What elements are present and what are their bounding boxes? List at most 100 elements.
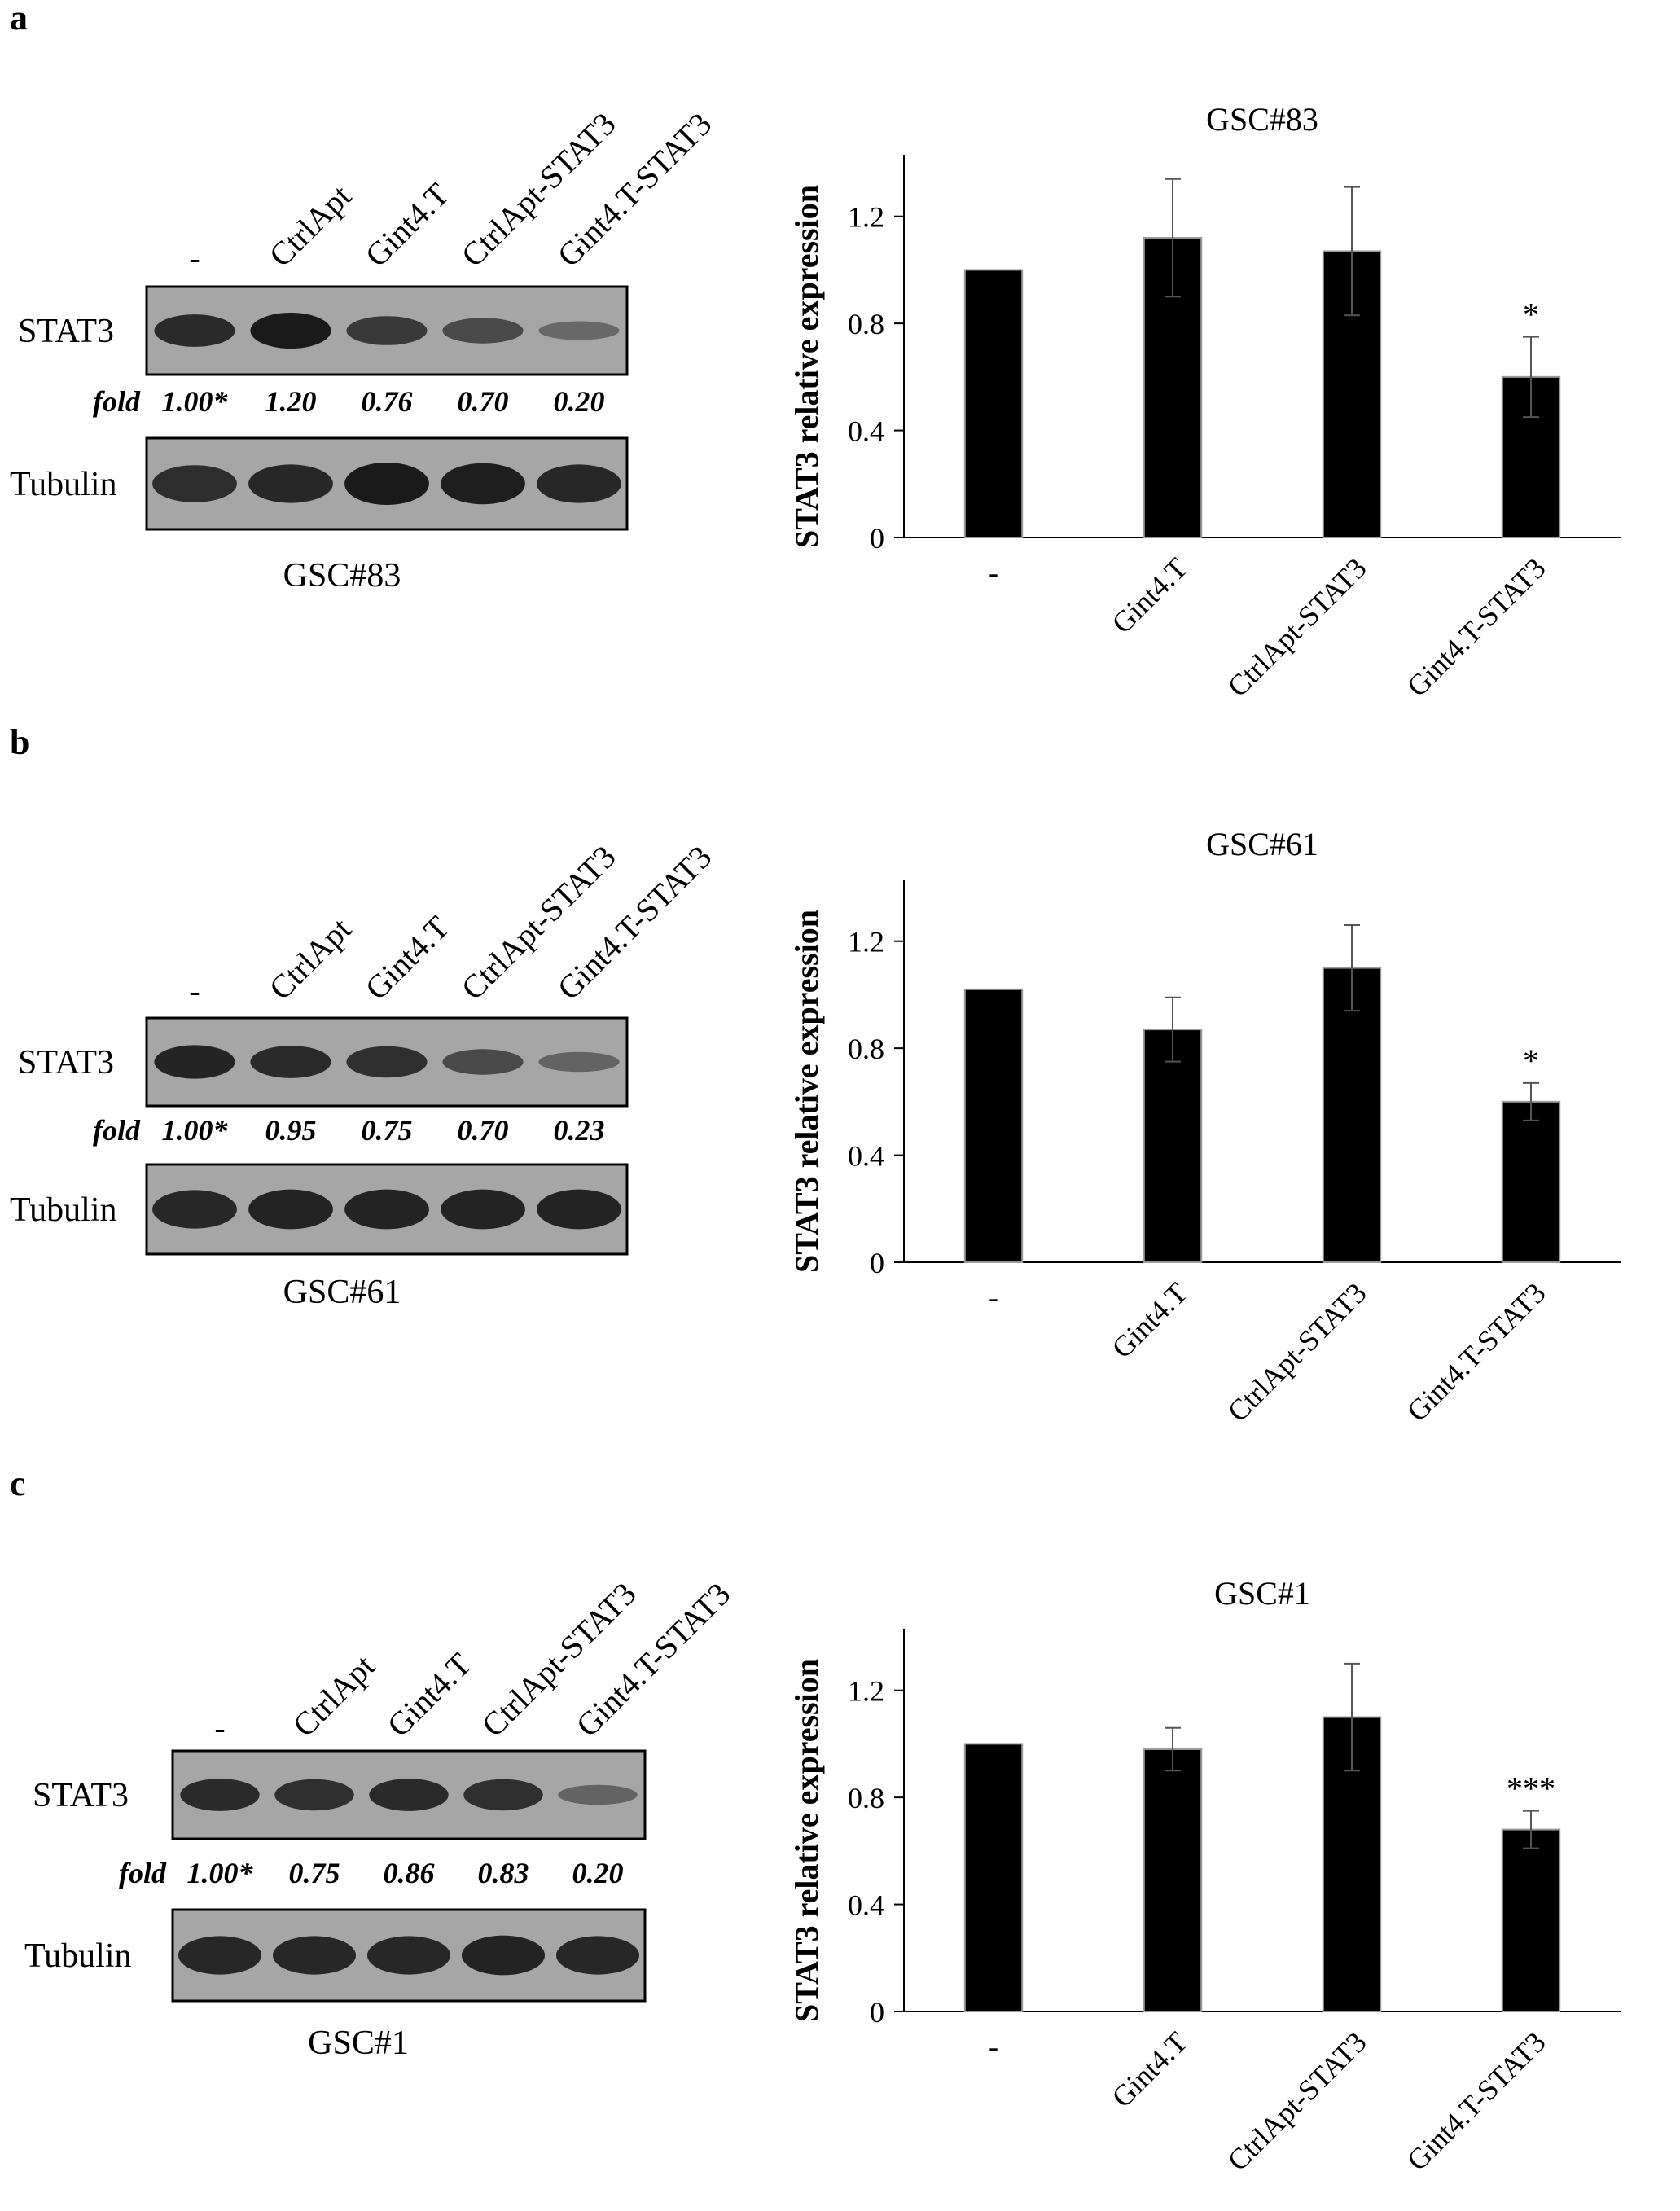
- fold-value: 0.75: [289, 1857, 340, 1889]
- fold-value: 0.86: [384, 1857, 435, 1889]
- stat3-band: [558, 1784, 638, 1805]
- tubulin-band: [537, 1189, 621, 1230]
- y-tick-label: 1.2: [848, 1675, 884, 1708]
- fold-value: 1.20: [265, 385, 317, 418]
- x-tick-label: Gint4.T: [1105, 2025, 1193, 2113]
- stat3-band: [346, 316, 428, 345]
- lane-label: Gint4.T: [358, 909, 457, 1007]
- y-tick-label: 0: [870, 1996, 884, 2029]
- tubulin-band: [555, 1936, 640, 1975]
- lane-label: Gint4.T: [380, 1646, 479, 1744]
- y-tick-label: 0.4: [848, 1889, 884, 1922]
- fold-value: 1.00*: [162, 385, 229, 418]
- panel-a: a - CtrlApt Gint4.T CtrlApt-STAT3 Gint4.T-STA…: [0, 0, 1680, 733]
- stat3-band: [442, 318, 524, 344]
- y-tick-label: 0.8: [848, 1782, 884, 1814]
- tubulin-band: [248, 1189, 333, 1230]
- chart-title: GSC#83: [1206, 101, 1318, 138]
- panel-letter: c: [10, 1463, 26, 1503]
- stat3-row-label: STAT3: [18, 313, 114, 350]
- x-tick-label: -: [989, 1281, 998, 1314]
- panel-b: b - CtrlApt Gint4.T CtrlApt-STAT3 Gint4.T-STA…: [0, 725, 1680, 1458]
- tubulin-band: [272, 1936, 357, 1975]
- y-axis-label: STAT3 relative expression: [788, 185, 825, 548]
- stat3-band: [154, 314, 235, 347]
- stat3-band: [538, 321, 620, 340]
- stat3-band: [538, 1051, 620, 1073]
- stat3-band: [180, 1779, 260, 1811]
- lane-label: -: [189, 239, 200, 276]
- fold-value: 0.20: [554, 385, 605, 418]
- fold-label: fold: [119, 1857, 167, 1889]
- x-tick-label: Gint4.T: [1105, 1276, 1193, 1364]
- stat3-band: [250, 313, 331, 349]
- y-axis-label: STAT3 relative expression: [788, 910, 825, 1273]
- tubulin-band: [366, 1936, 451, 1975]
- significance-marker: *: [1523, 296, 1539, 333]
- tubulin-band: [248, 464, 333, 503]
- tubulin-band: [537, 464, 621, 503]
- tubulin-band: [178, 1936, 262, 1975]
- lane-label: Gint4.T: [358, 176, 457, 274]
- bar: [963, 1743, 1024, 2013]
- fold-value: 1.00*: [162, 1114, 229, 1147]
- significance-marker: ***: [1507, 1770, 1555, 1807]
- x-tick-label: -: [989, 556, 998, 589]
- fold-value: 1.00*: [187, 1857, 254, 1889]
- lane-label: CtrlApt: [286, 1647, 382, 1744]
- bar: [963, 269, 1024, 539]
- fold-label: fold: [93, 1114, 141, 1147]
- x-tick-label: Gint4.T-STAT3: [1401, 2025, 1552, 2177]
- fold-value: 0.76: [362, 385, 413, 418]
- y-tick-label: 0: [870, 522, 884, 555]
- fold-label: fold: [93, 385, 141, 418]
- bar: [1322, 967, 1382, 1263]
- x-tick-label: CtrlApt-STAT3: [1222, 2025, 1373, 2177]
- y-tick-label: 0.4: [848, 415, 884, 448]
- x-tick-label: CtrlApt-STAT3: [1222, 1276, 1373, 1428]
- fold-value: 0.70: [458, 1114, 509, 1147]
- x-tick-label: Gint4.T: [1105, 551, 1193, 639]
- bar: [963, 988, 1024, 1263]
- stat3-row-label: STAT3: [18, 1044, 114, 1081]
- fold-value: 0.23: [554, 1114, 605, 1147]
- tubulin-band: [344, 1189, 429, 1230]
- x-tick-label: Gint4.T-STAT3: [1401, 1276, 1552, 1428]
- y-tick-label: 0.4: [848, 1140, 884, 1173]
- x-tick-label: Gint4.T-STAT3: [1401, 551, 1552, 703]
- tubulin-row-label: Tubulin: [10, 1191, 117, 1229]
- lane-label: CtrlApt: [262, 910, 358, 1007]
- stat3-band: [346, 1046, 428, 1078]
- stat3-row-label: STAT3: [33, 1777, 129, 1814]
- panel-letter: b: [10, 722, 30, 762]
- bar-chart: GSC#83 STAT3 relative expression 0 0.4 0.8 1.…: [788, 101, 1621, 703]
- tubulin-band: [344, 463, 429, 505]
- tubulin-band: [441, 463, 525, 505]
- y-tick-label: 1.2: [848, 926, 884, 959]
- fold-value: 0.75: [362, 1114, 413, 1147]
- bar: [1322, 250, 1382, 539]
- lane-label: -: [214, 1709, 225, 1746]
- tubulin-row-label: Tubulin: [24, 1937, 132, 1975]
- chart-title: GSC#61: [1206, 826, 1318, 862]
- stat3-band: [274, 1779, 354, 1811]
- blot-caption: GSC#1: [308, 2025, 409, 2062]
- x-tick-label: -: [989, 2030, 998, 2063]
- x-tick-label: CtrlApt-STAT3: [1222, 551, 1373, 703]
- panel-c: c - CtrlApt Gint4.T CtrlApt-STAT3 Gint4.T-STA…: [0, 1466, 1680, 2199]
- bar: [1501, 1828, 1561, 2013]
- lane-label: CtrlApt: [262, 178, 358, 274]
- blot-caption: GSC#83: [283, 557, 401, 594]
- y-tick-label: 1.2: [848, 201, 884, 234]
- tubulin-band: [152, 1190, 237, 1229]
- bar-chart: GSC#61 STAT3 relative expression 0 0.4 0.8 1.…: [788, 826, 1621, 1428]
- y-axis-label: STAT3 relative expression: [788, 1659, 825, 2022]
- tubulin-band: [441, 1189, 525, 1230]
- fold-value: 0.95: [265, 1114, 317, 1147]
- bar: [1501, 1100, 1561, 1263]
- tubulin-row-label: Tubulin: [10, 466, 117, 503]
- bar: [1322, 1716, 1382, 2012]
- bar: [1143, 1748, 1203, 2012]
